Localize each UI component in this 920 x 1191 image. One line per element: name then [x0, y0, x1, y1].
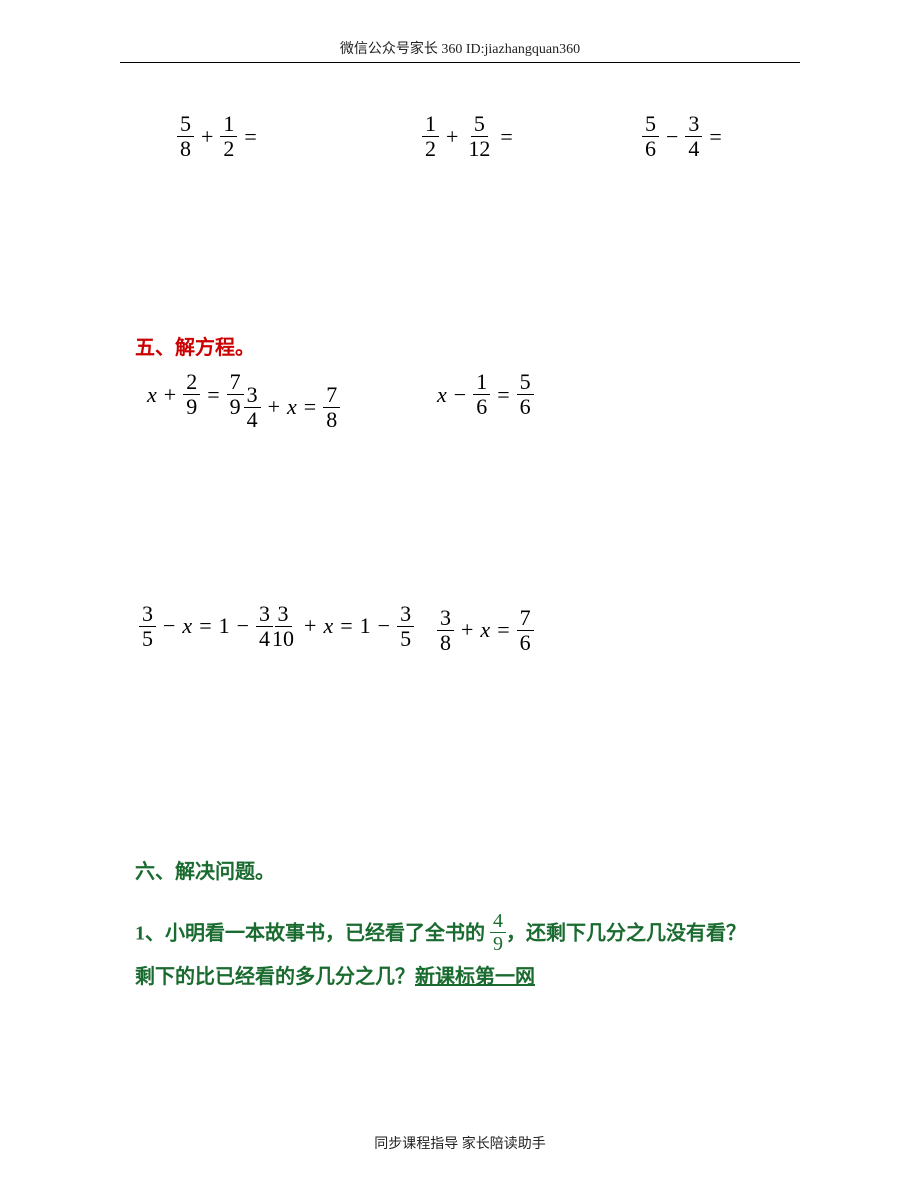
arith-problem-2: 12 + 512 = [420, 112, 518, 161]
question-1-fraction: 4 9 [490, 904, 506, 954]
page-header: 微信公众号家长 360 ID:jiazhangquan360 [0, 38, 920, 58]
equation-2-right-1: 38 + x = 76 [435, 606, 536, 655]
equation-group-2: 35 − x = 1 − 34 310 + x = 1 − 35 38 + [135, 592, 785, 655]
question-1-link[interactable]: 新课标第一网 [415, 966, 535, 988]
arith-problem-3: 56 − 34 = [640, 112, 727, 161]
page-footer: 同步课程指导 家长陪读助手 [0, 1133, 920, 1153]
section-5-title: 五、解方程。 [135, 331, 785, 360]
section-6-title: 六、解决问题。 [135, 855, 785, 884]
equation-1-left-1: x + 29 = 79 [145, 370, 246, 419]
equation-1-left-2: 34 + x = 78 [242, 383, 343, 432]
question-1-prefix: 1、小明看一本故事书，已经看了全书的 [135, 922, 485, 944]
arith-row: 58 + 12 = 12 + 512 = 56 − 34 = [135, 112, 785, 161]
question-1-mid: ，还剩下几分之几没有看？ [506, 922, 746, 944]
question-1-line2: 剩下的比已经看的多几分之几？ [135, 966, 415, 988]
header-rule [120, 62, 800, 63]
question-1: 1、小明看一本故事书，已经看了全书的 4 9 ，还剩下几分之几没有看？ 剩下的比… [135, 910, 785, 994]
page-content: 58 + 12 = 12 + 512 = 56 − 34 = 五、解方程。 [135, 90, 785, 994]
equation-1-right-1: x − 16 = 56 [435, 370, 536, 419]
equation-2-left-1: 35 − x = 1 − 34 [137, 602, 275, 651]
equation-2-left-2: 310 + x = 1 − 35 [267, 602, 416, 651]
arith-problem-1: 58 + 12 = [175, 112, 262, 161]
equation-group-1: x + 29 = 79 34 + x = 78 x − 16 = 56 [135, 370, 785, 432]
